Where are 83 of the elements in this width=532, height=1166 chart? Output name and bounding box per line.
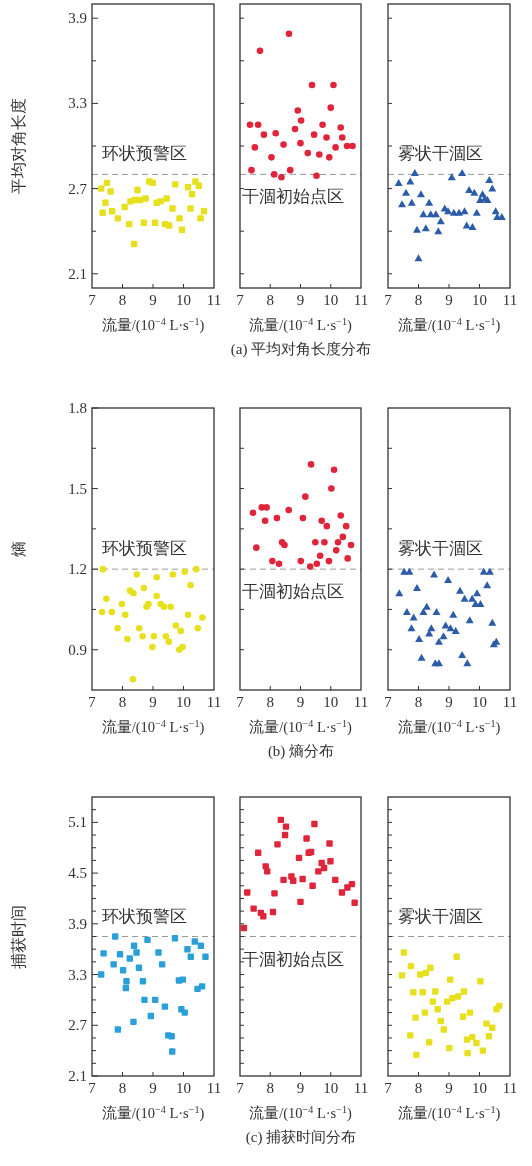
x-tick-label: 7 (384, 1080, 393, 1096)
x-axis-title: 流量/(10$^{−4}$ L·s$^{−1}$) (101, 717, 205, 736)
x-tick-label: 8 (414, 292, 423, 308)
x-axis-title: 流量/(10$^{−4}$ L·s$^{−1}$) (249, 1103, 353, 1122)
text: (a) 平均对角长度分布 (230, 341, 372, 358)
ref-line-label: 雾状干涸区 (398, 144, 483, 164)
x-tick-label: 8 (118, 292, 127, 308)
x-tick-label: 11 (502, 694, 518, 710)
x-tick-label: 8 (266, 292, 274, 308)
x-tick-label: 10 (472, 694, 487, 710)
x-tick-label: 7 (384, 694, 393, 710)
ref-line-label: 雾状干涸区 (398, 539, 483, 559)
x-tick-label: 9 (149, 1080, 157, 1096)
ref-line-label: 环状预警区 (102, 906, 187, 926)
ref-line-label: 环状预警区 (102, 539, 187, 559)
ref-line-label: 干涸初始点区 (242, 187, 344, 207)
y-axis-title: 平均对角长度 (10, 98, 27, 194)
x-tick-label: 7 (88, 694, 97, 710)
x-tick-label: 10 (176, 694, 191, 710)
x-tick-label: 10 (323, 292, 339, 308)
x-tick-label: 8 (414, 1080, 423, 1096)
x-tick-label: 8 (118, 1080, 127, 1096)
x-tick-label: 7 (88, 1080, 97, 1096)
x-tick-label: 10 (323, 694, 339, 710)
ref-line-label: 干涸初始点区 (242, 582, 344, 602)
x-tick-label: 7 (236, 292, 245, 308)
y-tick-label: 5.1 (68, 814, 87, 831)
text: (b) 熵分布 (267, 743, 335, 760)
y-tick-label: 1.2 (68, 561, 87, 578)
x-tick-label: 9 (296, 292, 305, 308)
x-tick-label: 9 (445, 292, 453, 308)
y-tick-label: 2.1 (68, 265, 87, 282)
x-tick-label: 7 (88, 292, 97, 308)
x-tick-label: 10 (176, 1080, 191, 1096)
x-tick-label: 8 (266, 694, 274, 710)
x-tick-label: 9 (445, 1080, 453, 1096)
x-tick-label: 9 (149, 694, 157, 710)
y-tick-label: 3.3 (68, 966, 87, 983)
y-tick-label: 2.7 (68, 180, 88, 197)
x-tick-label: 7 (236, 694, 245, 710)
x-axis-title: 流量/(10$^{−4}$ L·s$^{−1}$) (397, 1103, 501, 1122)
x-tick-label: 11 (206, 292, 222, 308)
x-tick-label: 11 (353, 292, 369, 308)
x-tick-label: 9 (296, 694, 305, 710)
x-axis-title: 流量/(10$^{−4}$ L·s$^{−1}$) (101, 315, 205, 334)
x-tick-label: 11 (502, 1080, 518, 1096)
x-axis-title: 流量/(10$^{−4}$ L·s$^{−1}$) (249, 717, 353, 736)
y-tick-label: 4.5 (68, 865, 87, 882)
x-tick-label: 11 (353, 694, 369, 710)
y-tick-label: 2.1 (68, 1068, 87, 1084)
x-tick-label: 7 (236, 1080, 245, 1096)
y-tick-label: 0.9 (68, 641, 87, 658)
y-axis-title: 熵 (10, 541, 27, 557)
x-tick-label: 9 (296, 1080, 305, 1096)
ref-line-label: 环状预警区 (102, 144, 187, 164)
y-tick-label: 2.7 (68, 1017, 88, 1034)
ref-line-label: 干涸初始点区 (242, 949, 344, 969)
y-tick-label: 1.5 (68, 480, 87, 497)
x-tick-label: 11 (206, 694, 222, 710)
x-axis-title: 流量/(10$^{−4}$ L·s$^{−1}$) (397, 717, 501, 736)
x-tick-label: 11 (353, 1080, 369, 1096)
x-tick-label: 7 (384, 292, 393, 308)
y-tick-label: 3.9 (68, 915, 87, 932)
ref-line-label: 雾状干涸区 (398, 906, 483, 926)
x-tick-label: 9 (149, 292, 157, 308)
x-axis-title: 流量/(10$^{−4}$ L·s$^{−1}$) (397, 315, 501, 334)
y-tick-label: 3.9 (68, 10, 87, 27)
y-tick-label: 1.8 (68, 400, 87, 416)
x-tick-label: 8 (118, 694, 127, 710)
x-tick-label: 8 (266, 1080, 274, 1096)
x-axis-title: 流量/(10$^{−4}$ L·s$^{−1}$) (249, 315, 353, 334)
x-tick-label: 11 (206, 1080, 222, 1096)
x-tick-label: 8 (414, 694, 423, 710)
x-tick-label: 11 (502, 292, 518, 308)
y-tick-label: 3.3 (68, 95, 87, 112)
x-tick-label: 9 (445, 694, 453, 710)
x-tick-label: 10 (176, 292, 191, 308)
x-axis-title: 流量/(10$^{−4}$ L·s$^{−1}$) (101, 1103, 205, 1122)
text: (c) 捕获时间分布 (245, 1129, 357, 1146)
x-tick-label: 10 (472, 1080, 487, 1096)
y-axis-title: 捕获时间 (10, 904, 27, 969)
x-tick-label: 10 (323, 1080, 339, 1096)
x-tick-label: 10 (472, 292, 487, 308)
